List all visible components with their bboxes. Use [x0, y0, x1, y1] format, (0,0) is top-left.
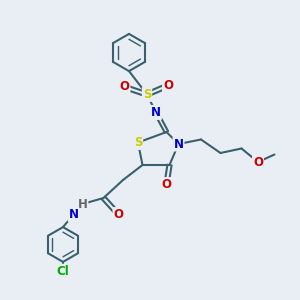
- Text: S: S: [134, 136, 142, 149]
- Text: O: O: [119, 80, 130, 94]
- Text: H: H: [78, 197, 87, 211]
- Text: O: O: [161, 178, 172, 191]
- Text: O: O: [253, 155, 263, 169]
- Text: O: O: [163, 79, 173, 92]
- Text: S: S: [143, 88, 151, 101]
- Text: N: N: [173, 137, 184, 151]
- Text: N: N: [151, 106, 161, 119]
- Text: Cl: Cl: [57, 265, 69, 278]
- Text: O: O: [113, 208, 124, 221]
- Text: N: N: [68, 208, 79, 221]
